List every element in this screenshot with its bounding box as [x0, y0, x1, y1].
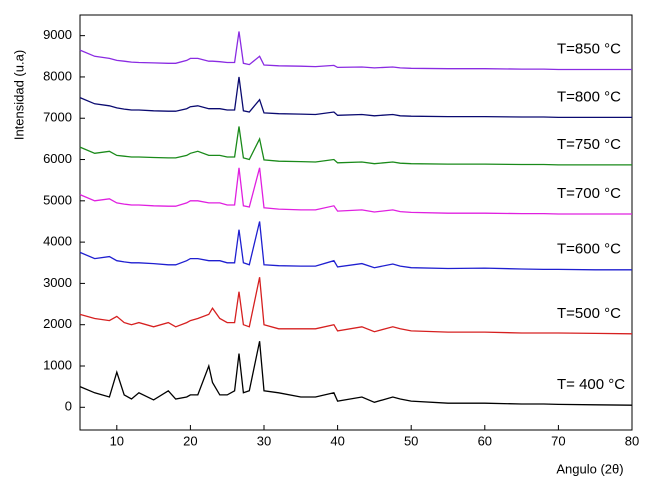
y-tick-label: 7000: [43, 110, 72, 125]
series-label: T= 400 °C: [557, 376, 625, 393]
y-tick-label: 2000: [43, 316, 72, 331]
x-axis-title: Angulo (2θ): [556, 461, 623, 476]
plot-frame: [79, 14, 633, 431]
series-line: [79, 31, 632, 71]
y-tick-label: 4000: [43, 234, 72, 249]
y-tick-label: 1000: [43, 357, 72, 372]
y-tick-label: 3000: [43, 275, 72, 290]
series-line: [79, 76, 632, 119]
series-label: T=500 °C: [557, 305, 621, 322]
x-tick-label: 10: [110, 433, 124, 448]
y-tick-label: 6000: [43, 151, 72, 166]
series-label: T=750 °C: [557, 136, 621, 153]
x-tick-label: 40: [330, 433, 344, 448]
series-label: T=700 °C: [557, 185, 621, 202]
x-tick-label: 80: [625, 433, 639, 448]
x-tick-label: 30: [257, 433, 271, 448]
x-tick-label: 70: [551, 433, 565, 448]
y-tick-label: 0: [65, 399, 72, 414]
series-label: T=850 °C: [557, 40, 621, 57]
series-line: [79, 221, 632, 271]
x-tick-label: 20: [183, 433, 197, 448]
series-line: [79, 277, 633, 335]
y-axis-title: Intensidad (u.a): [11, 50, 26, 140]
x-tick-label: 50: [404, 433, 418, 448]
series-line: [79, 126, 632, 166]
y-tick-label: 5000: [43, 192, 72, 207]
series-label: T=800 °C: [557, 88, 621, 105]
series-label: T=600 °C: [557, 241, 621, 258]
y-tick-label: 9000: [43, 27, 72, 42]
series-line: [79, 341, 633, 406]
x-tick-label: 60: [478, 433, 492, 448]
y-tick-label: 8000: [43, 68, 72, 83]
series-line: [79, 167, 632, 215]
